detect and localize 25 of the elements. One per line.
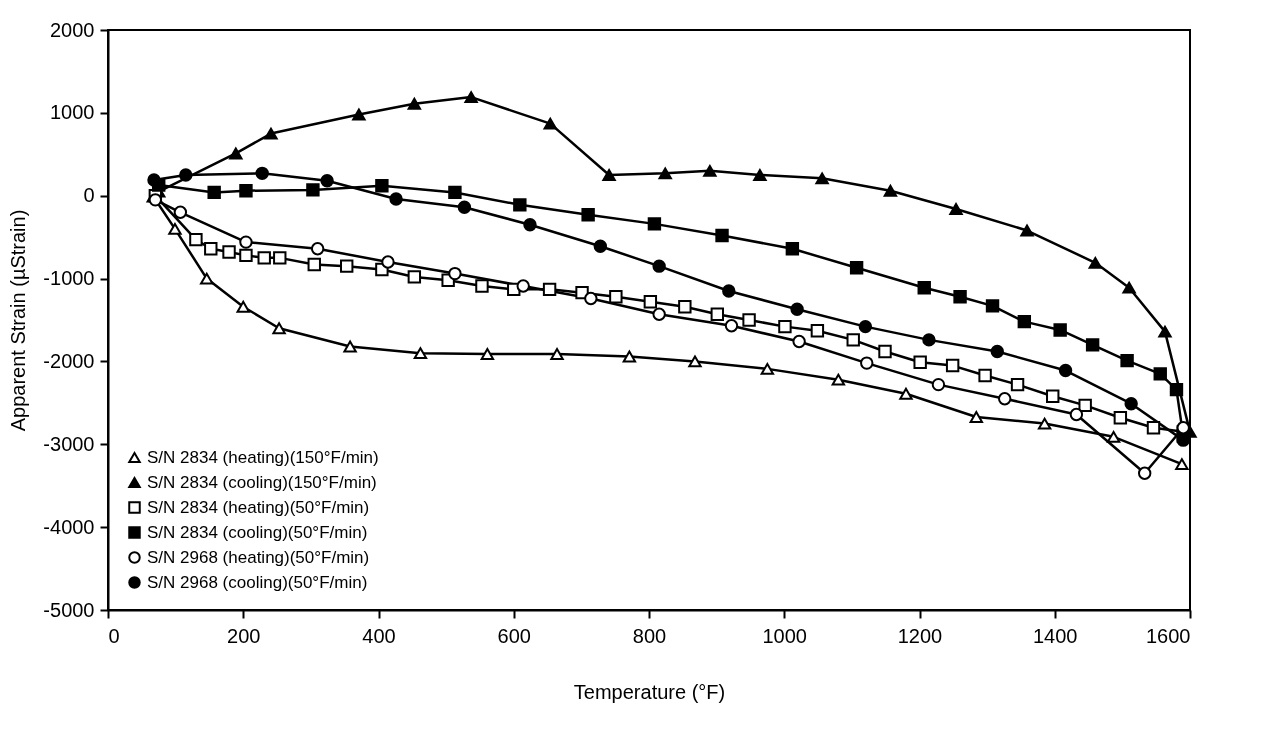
y-tick-label: -5000 [43, 598, 95, 621]
y-tick-label: 0 [83, 184, 95, 207]
x-axis-title: Temperature (°F) [573, 680, 726, 703]
legend-label: S/N 2834 (cooling)(50°F/min) [147, 522, 368, 542]
legend-label: S/N 2834 (heating)(50°F/min) [147, 497, 370, 517]
x-tick-label: 200 [227, 624, 261, 647]
y-tick-label: -2000 [43, 349, 95, 372]
x-tick-label: 0 [108, 624, 120, 647]
y-axis-title: Apparent Strain (µStrain) [7, 209, 30, 432]
x-tick-label: 1200 [897, 624, 943, 647]
x-tick-label: 1400 [1033, 624, 1078, 647]
y-tick-label: 1000 [50, 101, 95, 124]
legend-label: S/N 2834 (heating)(150°F/min) [147, 447, 379, 467]
legend-label: S/N 2968 (heating)(50°F/min) [147, 547, 370, 567]
x-tick-label: 800 [632, 624, 667, 647]
x-tick-label: 1000 [762, 624, 807, 647]
y-tick-label: 2000 [50, 18, 95, 41]
y-tick-label: -3000 [43, 432, 95, 455]
legend-label: S/N 2968 (cooling)(50°F/min) [147, 572, 368, 592]
x-tick-label: 600 [497, 624, 531, 647]
y-tick-label: -1000 [43, 267, 95, 290]
legend-label: S/N 2834 (cooling)(150°F/min) [147, 472, 377, 492]
x-tick-label: 1600 [1146, 624, 1191, 647]
y-tick-label: -4000 [43, 515, 95, 538]
x-tick-label: 400 [362, 624, 396, 647]
